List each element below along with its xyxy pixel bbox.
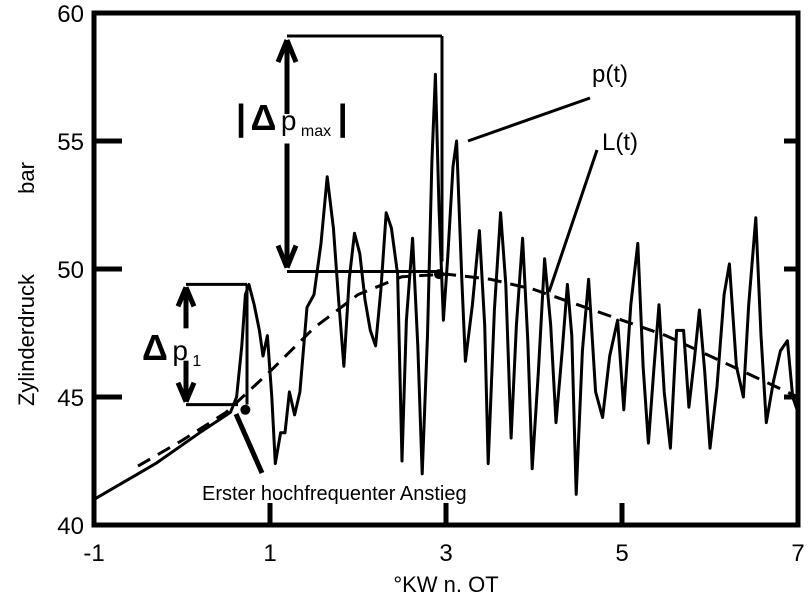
y-tick-label: 50 (57, 257, 84, 284)
ticks-layer: 40 45 50 55 60 -1 1 3 5 7 (57, 1, 804, 567)
x-tick-label: 5 (615, 540, 628, 567)
delta-p-max-sub: max (301, 123, 331, 140)
leader-l (547, 149, 599, 293)
leader-p (467, 96, 591, 143)
delta-p1-sub: 1 (192, 353, 201, 370)
marker-point (240, 404, 251, 415)
delta-p-max-arrow-down-head (275, 244, 299, 269)
x-tick-label: 1 (263, 540, 276, 567)
delta-p-max-p: p (281, 105, 297, 136)
annotation-note: Erster hochfrequenter Anstieg (202, 483, 467, 505)
delta-p1-delta: Δ (142, 327, 168, 368)
series-line-l (137, 272, 799, 468)
x-tick-label: -1 (83, 540, 104, 567)
y-tick-label: 40 (57, 513, 84, 540)
delta-p1-arrow-up-head (175, 286, 197, 308)
delta-p-max-prefix: | (236, 97, 246, 139)
series-layer (93, 72, 800, 501)
x-tick-label: 7 (791, 540, 804, 567)
delta-p1-label: Δ p 1 (142, 327, 201, 370)
x-tick-label: 3 (439, 540, 452, 567)
series-label-p: p(t) (592, 61, 628, 88)
y-axis-title: Zylinderdruck (14, 273, 39, 406)
delta-p-max-suffix: | (338, 97, 348, 139)
series-label-l: L(t) (602, 129, 638, 156)
y-tick-label: 55 (57, 129, 84, 156)
delta-p1-arrow-down-head (175, 381, 197, 403)
y-tick-label: 60 (57, 1, 84, 28)
y-tick-label: 45 (57, 385, 84, 412)
leader-note (233, 412, 265, 475)
x-axis-title: °KW n. OT (393, 572, 498, 597)
delta-p1-p: p (172, 335, 188, 366)
delta-p-max-label: | Δ p max | (236, 97, 348, 140)
y-axis-unit: bar (14, 162, 39, 194)
delta-p-max-delta: Δ (251, 97, 277, 138)
series-line-p (93, 72, 800, 501)
delta-p-max-arrow-up-head (275, 39, 299, 63)
annotation-layer (175, 34, 599, 475)
